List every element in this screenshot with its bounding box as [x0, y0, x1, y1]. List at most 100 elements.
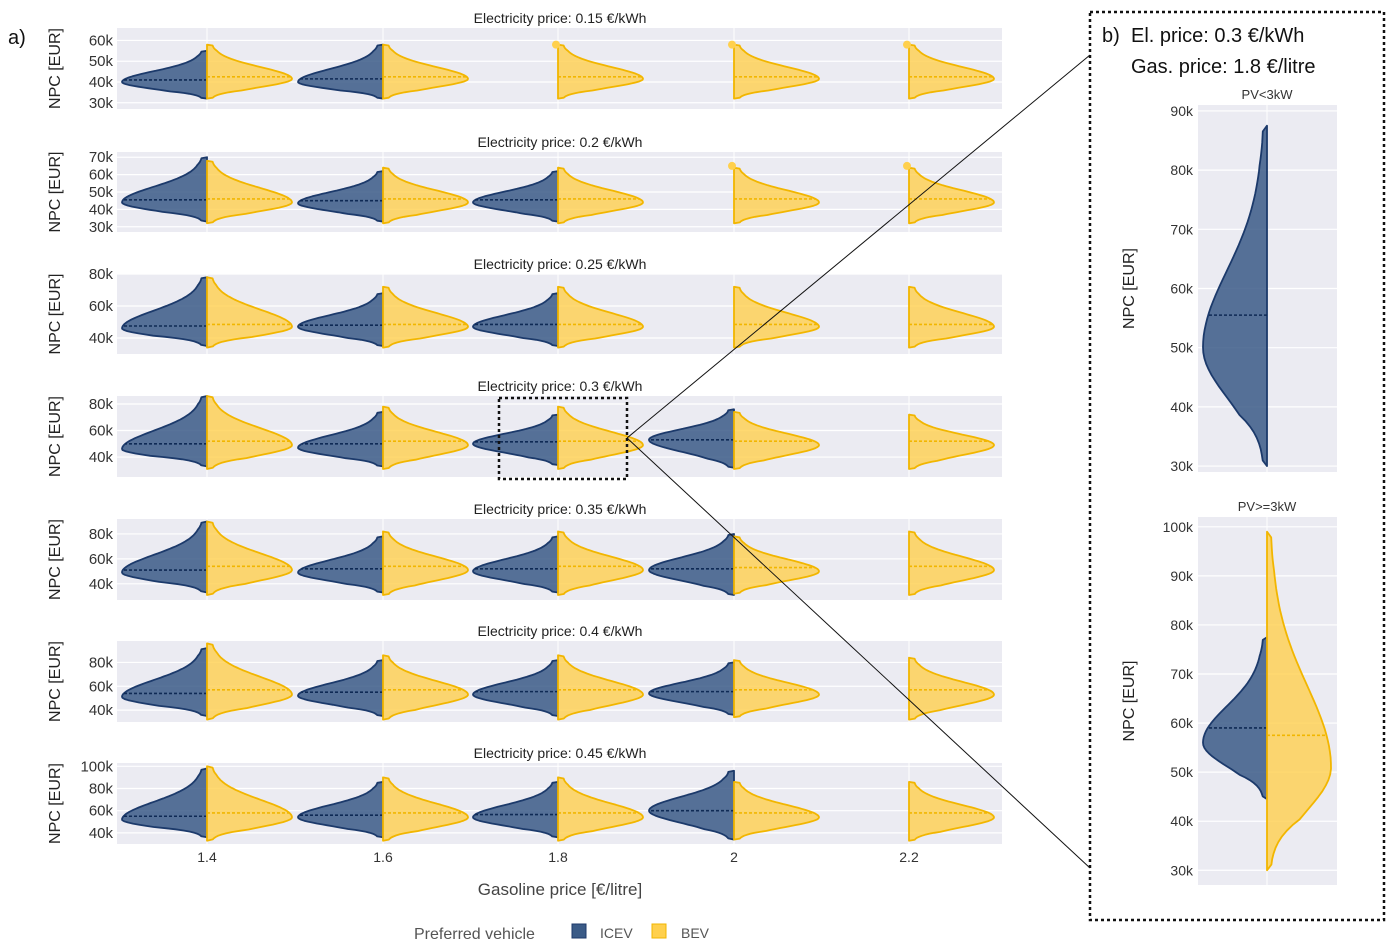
panel-b-label: b) — [1102, 25, 1120, 47]
x-axis-title: Gasoline price [€/litre] — [478, 880, 642, 899]
icev-violin-half — [121, 520, 208, 594]
panel-b-title-line1: El. price: 0.3 €/kWh — [1131, 25, 1304, 47]
facet-title: Electricity price: 0.45 €/kWh — [474, 745, 647, 761]
bev-violin-half — [382, 654, 469, 721]
icev-violin-half — [472, 292, 559, 347]
bev-violin-half — [557, 166, 644, 225]
facet-title: Electricity price: 0.4 €/kWh — [478, 623, 643, 639]
icev-violin-half — [297, 43, 384, 100]
y-tick-label: 50k — [89, 53, 114, 70]
x-tick-label: 1.6 — [373, 849, 393, 865]
y-tick-label: 80k — [89, 781, 114, 798]
bev-violin-half — [908, 780, 995, 842]
zoom-line-bottom — [626, 437, 1091, 869]
icev-violin-half — [297, 659, 384, 717]
icev-violin-half — [648, 408, 735, 469]
y-tick-label: 60k — [89, 678, 114, 695]
y-tick-label: 70k — [1170, 666, 1194, 682]
y-axis-title: NPC [EUR] — [47, 396, 64, 477]
bev-violin-half — [206, 520, 293, 596]
y-tick-label: 40k — [89, 702, 114, 719]
facet-title: Electricity price: 0.25 €/kWh — [474, 256, 647, 272]
bev-violin-half — [382, 405, 469, 470]
y-tick-label: 40k — [89, 825, 114, 842]
bev-violin-half — [908, 285, 995, 349]
icev-violin-half — [472, 780, 559, 839]
facet-row: 40k 60k 80k Electricity price: 0.4 €/kWh NPC… — [47, 623, 1002, 722]
bev-violin-half — [206, 642, 293, 721]
bev-violin-half — [382, 166, 469, 225]
bev-violin-half — [206, 43, 293, 100]
bev-violin-half — [557, 776, 644, 842]
bev-violin-half — [733, 780, 820, 841]
y-axis-title: NPC [EUR] — [47, 152, 64, 233]
icev-violin-half — [121, 647, 208, 717]
icev-violin-half — [297, 170, 384, 223]
bev-violin-half — [908, 43, 995, 100]
bev-violin-half — [557, 285, 644, 349]
y-axis-title: NPC [EUR] — [47, 274, 64, 355]
y-axis-title: NPC [EUR] — [47, 519, 64, 600]
panel-b-frame — [1088, 10, 1386, 922]
y-tick-label: 100k — [1163, 519, 1194, 535]
y-tick-label: 90k — [1170, 103, 1194, 119]
y-tick-label: 50k — [1170, 764, 1194, 780]
icev-violin-half — [297, 780, 384, 839]
y-tick-label: 80k — [89, 654, 114, 671]
y-tick-label: 40k — [1170, 813, 1194, 829]
icev-violin-half — [121, 767, 208, 839]
outlier-point — [728, 161, 736, 170]
bev-violin-half — [206, 276, 293, 349]
y-axis-title: NPC [EUR] — [47, 763, 64, 844]
legend-swatch-bev — [651, 923, 667, 939]
y-tick-label: 30k — [1170, 862, 1194, 878]
panel-a-label: a) — [8, 27, 26, 49]
facet-title: Electricity price: 0.15 €/kWh — [474, 10, 647, 26]
icev-violin-half — [297, 292, 384, 347]
bev-violin-half — [908, 530, 995, 596]
bev-violin-half — [206, 765, 293, 842]
icev-violin-half — [297, 411, 384, 468]
facet-row: 40k 60k 80k Electricity price: 0.25 €/kWh NP… — [47, 256, 1002, 354]
bev-violin-half — [908, 656, 995, 721]
icev-violin-half — [121, 156, 208, 223]
bev-violin-half — [733, 43, 820, 100]
facet-title: Electricity price: 0.2 €/kWh — [478, 134, 643, 150]
y-tick-label: 80k — [89, 266, 114, 283]
panel-b: 30k 40k 50k 60k 70k 80k 90k PV<3kW NPC [EUR] 30k 4… — [1121, 87, 1337, 885]
legend-swatch-icev — [571, 923, 587, 939]
y-tick-label: 40k — [89, 330, 114, 347]
panel-b-title-line2: Gas. price: 1.8 €/litre — [1131, 56, 1316, 78]
facet-row: 30k 40k 50k 60k Electricity price: 0.15 €/kW… — [47, 10, 1002, 112]
outlier-point — [903, 161, 911, 170]
icev-violin-half — [121, 276, 208, 347]
bev-violin-half — [1266, 530, 1332, 872]
icev-violin-half — [121, 49, 208, 100]
bev-violin-half — [557, 530, 644, 596]
x-tick-label: 2 — [730, 849, 738, 865]
y-tick-label: 30k — [1170, 458, 1194, 474]
y-tick-label: 60k — [89, 423, 114, 440]
y-tick-label: 40k — [89, 449, 114, 466]
facet-row: 40k 60k 80k Electricity price: 0.35 €/kWh NP… — [47, 501, 1002, 600]
y-axis-title: NPC [EUR] — [1121, 248, 1138, 329]
y-tick-label: 60k — [1170, 281, 1194, 297]
y-tick-label: 30k — [89, 219, 114, 236]
bev-violin-half — [557, 43, 644, 100]
icev-violin-half — [1202, 636, 1268, 801]
y-tick-label: 80k — [89, 526, 114, 543]
bev-violin-half — [382, 285, 469, 349]
subplot: 30k 40k 50k 60k 70k 80k 90k PV<3kW NPC [EUR] — [1121, 87, 1337, 474]
outlier-point — [552, 40, 560, 49]
icev-violin-half — [648, 769, 735, 841]
icev-violin-half — [1202, 124, 1268, 467]
outlier-point — [728, 40, 736, 49]
x-tick-label: 2.2 — [899, 849, 919, 865]
bev-violin-half — [733, 659, 820, 719]
icev-violin-half — [648, 661, 735, 716]
facet-row: 40k 60k 80k Electricity price: 0.3 €/kWh NPC… — [47, 378, 1002, 477]
y-axis-title: NPC [EUR] — [47, 28, 64, 109]
facet-title: Electricity price: 0.3 €/kWh — [478, 378, 643, 394]
y-tick-label: 60k — [89, 551, 114, 568]
